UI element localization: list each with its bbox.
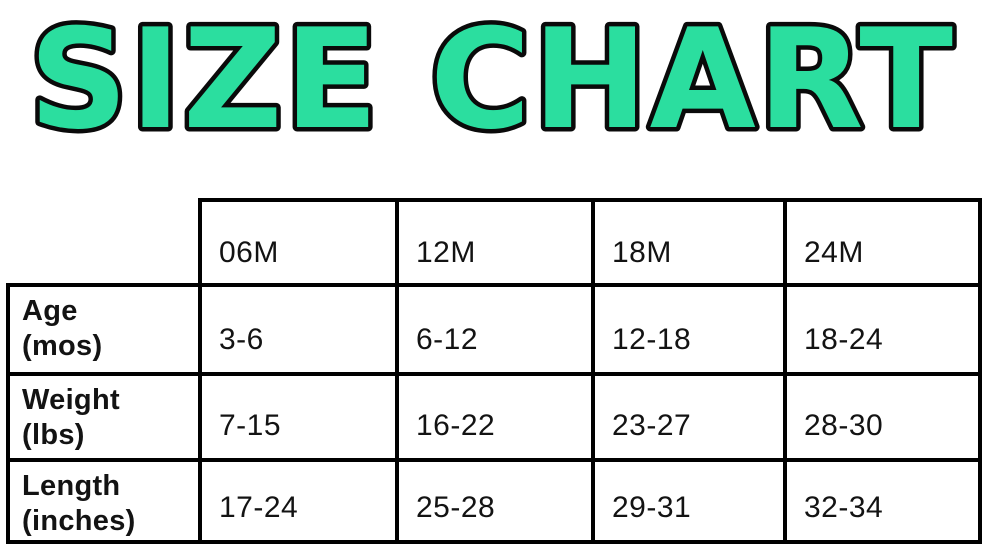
page-title: SIZE CHART [29, 0, 955, 160]
cell-weight-18m: 23-27 [591, 372, 787, 462]
cell-age-12m: 6-12 [395, 283, 595, 376]
row-label-age-name: Age [22, 295, 78, 327]
cell-weight-06m: 7-15 [198, 372, 399, 462]
cell-weight-12m: 16-22 [395, 372, 595, 462]
cell-age-18m: 12-18 [591, 283, 787, 376]
cell-length-12m: 25-28 [395, 458, 595, 544]
cell-age-06m: 3-6 [198, 283, 399, 376]
cell-length-18m: 29-31 [591, 458, 787, 544]
table-header-row: 06M 12M 18M 24M [8, 198, 982, 287]
table-row-length: Length (inches) 17-24 25-28 29-31 32-34 [6, 458, 982, 544]
row-label-length: Length (inches) [6, 458, 202, 544]
title-banner: SIZE CHART [25, 0, 958, 165]
column-header-12m: 12M [395, 198, 595, 287]
row-label-length-unit: (inches) [22, 505, 136, 538]
cell-length-06m: 17-24 [198, 458, 399, 544]
cell-weight-24m: 28-30 [783, 372, 982, 462]
cell-age-24m: 18-24 [783, 283, 982, 376]
table-row-weight: Weight (lbs) 7-15 16-22 23-27 28-30 [6, 372, 982, 462]
column-header-24m: 24M [783, 198, 982, 287]
row-label-weight-unit: (lbs) [22, 419, 85, 452]
row-label-length-name: Length [22, 470, 121, 502]
table-row-age: Age (mos) 3-6 6-12 12-18 18-24 [6, 283, 982, 376]
row-label-weight: Weight (lbs) [6, 372, 202, 462]
row-label-age-unit: (mos) [22, 330, 103, 363]
row-label-age: Age (mos) [6, 283, 202, 376]
row-label-weight-name: Weight [22, 384, 120, 416]
size-chart-table: 06M 12M 18M 24M Age (mos) 3-6 6-12 12-18… [6, 198, 982, 544]
corner-cell [8, 200, 200, 285]
column-header-18m: 18M [591, 198, 787, 287]
column-header-06m: 06M [198, 198, 399, 287]
cell-length-24m: 32-34 [783, 458, 982, 544]
